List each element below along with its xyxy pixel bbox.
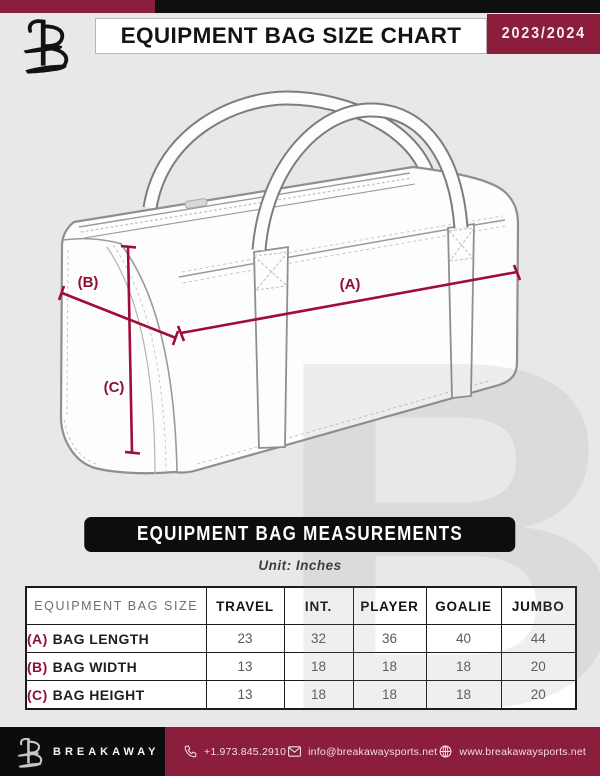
value-width-goalie: 18 [425,652,502,681]
value-height-travel: 13 [205,680,285,710]
dimension-label-c: (C) [104,379,125,396]
season-badge-label: 2023/2024 [501,25,586,42]
table-row-bag-width: (B) BAG WIDTH 13 18 18 18 20 [25,652,577,681]
breakaway-logo-small-icon [17,737,43,768]
footer-bar: BREAKAWAY +1.973.845.2910 info@breakaway… [0,727,600,776]
table-row-bag-height: (C) BAG HEIGHT 13 18 18 18 20 [25,680,577,710]
dimension-label-a: (A) [340,276,361,293]
value-width-jumbo: 20 [500,652,577,681]
column-header-bag-size: EQUIPMENT BAG SIZE [25,586,207,625]
footer-brand-name: BREAKAWAY [53,745,160,758]
value-height-jumbo: 20 [500,680,577,710]
value-height-int: 18 [283,680,354,710]
row-label-bag-width: (B) BAG WIDTH [25,652,207,681]
breakaway-logo-icon [20,16,72,74]
top-accent-strip-maroon [0,0,155,13]
bag-straps [253,222,475,449]
page-title: EQUIPMENT BAG SIZE CHART [120,23,462,48]
table-row-bag-length: (A) BAG LENGTH 23 32 36 40 44 [25,624,577,653]
season-badge: 2023/2024 [487,14,600,54]
row-key-a: (A) [27,630,48,647]
footer-contacts: +1.973.845.2910 info@breakawaysports.net… [165,727,600,776]
column-header-int: INT. [283,586,354,625]
dimension-line-c [126,246,134,454]
email-icon [288,746,302,757]
value-length-int: 32 [283,624,354,653]
globe-icon [439,745,452,758]
column-header-travel: TRAVEL [205,586,285,625]
value-length-jumbo: 44 [500,624,577,653]
dimension-line-a [180,270,518,335]
measurements-banner-title: EQUIPMENT BAG MEASUREMENTS [137,523,463,545]
size-table: EQUIPMENT BAG SIZE TRAVEL INT. PLAYER GO… [25,586,577,710]
value-height-player: 18 [352,680,427,710]
bag-back-handle [142,90,440,210]
row-label-text: BAG LENGTH [52,630,150,647]
size-table-header-row: EQUIPMENT BAG SIZE TRAVEL INT. PLAYER GO… [25,586,577,625]
value-height-goalie: 18 [425,680,502,710]
row-label-bag-height: (C) BAG HEIGHT [25,680,207,710]
phone-icon [184,745,197,758]
row-label-text: BAG HEIGHT [52,686,145,703]
footer-email[interactable]: info@breakawaysports.net [287,744,437,759]
value-length-goalie: 40 [425,624,502,653]
row-label-text: BAG WIDTH [52,658,138,675]
row-key-b: (B) [27,658,48,675]
title-bar: EQUIPMENT BAG SIZE CHART [95,18,487,54]
dimension-label-b: (B) [78,274,99,291]
column-header-goalie: GOALIE [425,586,502,625]
value-width-travel: 13 [205,652,285,681]
measurements-banner: EQUIPMENT BAG MEASUREMENTS [84,517,516,552]
bag-body [59,165,520,475]
value-width-int: 18 [283,652,354,681]
column-header-jumbo: JUMBO [500,586,577,625]
footer-phone-text: +1.973.845.2910 [204,745,287,758]
dimension-line-b [61,291,177,340]
footer-phone[interactable]: +1.973.845.2910 [183,744,286,759]
footer-brand: BREAKAWAY [0,727,165,776]
top-accent-strip [0,0,600,13]
row-key-c: (C) [27,686,48,703]
value-length-player: 36 [352,624,427,653]
value-length-travel: 23 [205,624,285,653]
bag-diagram: (A) (B) (C) [0,80,600,510]
bag-front-handle [251,102,469,251]
footer-website[interactable]: www.breakawaysports.net [438,744,586,759]
unit-note: Unit: Inches [258,558,342,573]
footer-email-text: info@breakawaysports.net [308,745,438,758]
value-width-player: 18 [352,652,427,681]
row-label-bag-length: (A) BAG LENGTH [25,624,207,653]
column-header-player: PLAYER [352,586,427,625]
dimension-lines [57,244,522,455]
footer-website-text: www.breakawaysports.net [459,745,586,758]
